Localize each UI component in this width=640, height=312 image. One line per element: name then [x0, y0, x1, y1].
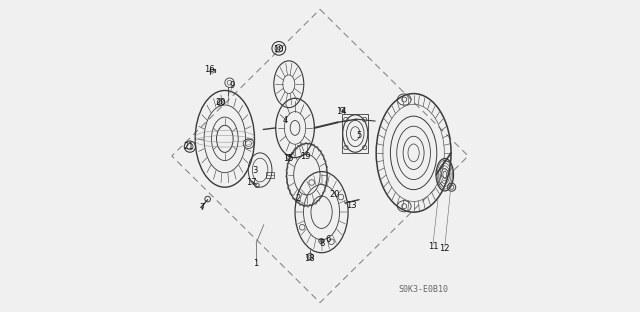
Text: 3: 3: [252, 166, 258, 174]
Text: 1: 1: [253, 259, 259, 268]
Text: 14: 14: [337, 107, 347, 116]
Text: 19: 19: [300, 152, 310, 161]
Text: 21: 21: [183, 142, 193, 151]
Text: 7: 7: [200, 203, 205, 212]
Text: 17: 17: [246, 178, 257, 187]
Text: 20: 20: [216, 98, 226, 107]
Text: 13: 13: [346, 201, 356, 210]
Bar: [342, 114, 369, 153]
Text: 5: 5: [356, 131, 362, 140]
Text: 4: 4: [282, 116, 288, 124]
Text: 15: 15: [284, 154, 294, 163]
Text: 18: 18: [304, 254, 315, 262]
Text: 8: 8: [320, 239, 325, 248]
Text: S0K3-E0B10: S0K3-E0B10: [398, 285, 448, 294]
Text: 11: 11: [428, 242, 438, 251]
Text: 10: 10: [273, 45, 284, 54]
Text: 9: 9: [229, 81, 235, 90]
Text: 12: 12: [440, 244, 450, 252]
Text: 20: 20: [330, 190, 340, 198]
Text: 16: 16: [204, 65, 215, 74]
Text: 2: 2: [296, 194, 301, 202]
Text: 6: 6: [325, 235, 330, 244]
Bar: [266, 172, 274, 178]
